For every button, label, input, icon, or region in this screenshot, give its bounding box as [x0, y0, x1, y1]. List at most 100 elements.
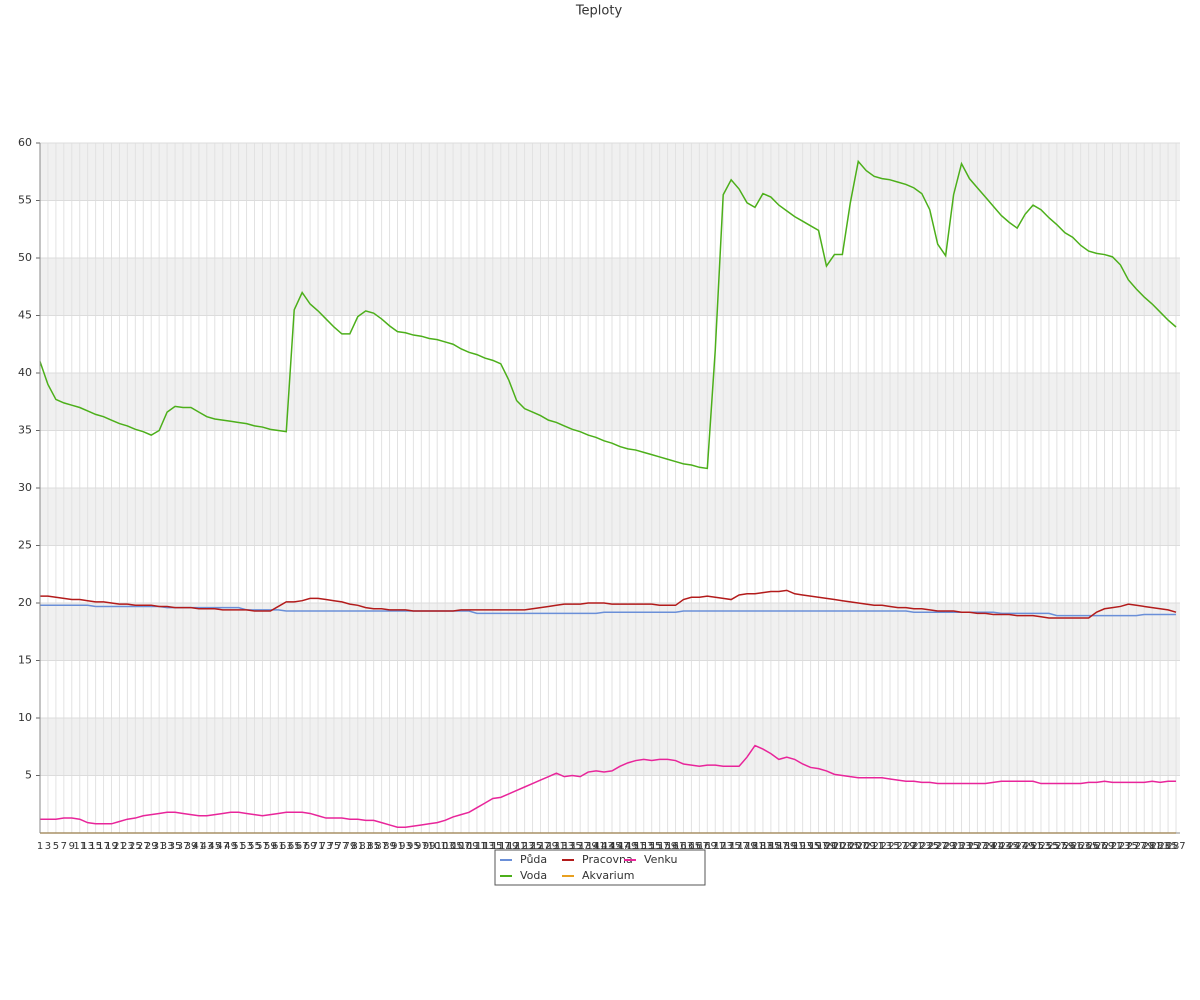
x-tick-label: 77 — [336, 841, 349, 852]
x-tick-label: 155 — [642, 841, 661, 852]
x-tick-label: 199 — [817, 841, 836, 852]
x-tick-label: 241 — [984, 841, 1003, 852]
x-tick-label: 45 — [208, 841, 221, 852]
x-tick-label: 267 — [1087, 841, 1106, 852]
x-tick-label: 183 — [753, 841, 772, 852]
x-tick-label: 97 — [415, 841, 428, 852]
x-tick-label: 237 — [968, 841, 987, 852]
x-tick-label: 171 — [706, 841, 725, 852]
x-tick-label: 251 — [1023, 841, 1042, 852]
y-tick-label: 25 — [18, 539, 32, 552]
x-tick-label: 227 — [928, 841, 947, 852]
x-tick-label: 107 — [451, 841, 470, 852]
x-tick-label: 287 — [1166, 841, 1185, 852]
series-line — [40, 589, 1177, 619]
x-tick-label: 41 — [193, 841, 206, 852]
x-tick-label: 85 — [367, 841, 380, 852]
y-tick-label: 5 — [25, 769, 32, 782]
x-tick-label: 279 — [1135, 841, 1154, 852]
x-tick-label: 93 — [399, 841, 412, 852]
x-tick-label: 127 — [531, 841, 550, 852]
x-tick-label: 123 — [515, 841, 534, 852]
x-tick-label: 129 — [539, 841, 558, 852]
x-tick-label: 17 — [97, 841, 110, 852]
y-tick-label: 10 — [18, 711, 32, 724]
x-tick-label: 7 — [61, 841, 67, 852]
series-line — [40, 604, 1177, 617]
x-tick-label: 39 — [185, 841, 198, 852]
x-tick-label: 163 — [674, 841, 693, 852]
y-tick-label: 15 — [18, 654, 32, 667]
series-line — [39, 159, 1177, 470]
x-tick-label: 61 — [272, 841, 285, 852]
x-tick-label: 35 — [169, 841, 182, 852]
grid-band — [40, 143, 1180, 201]
x-tick-label: 191 — [785, 841, 804, 852]
x-tick-label: 89 — [383, 841, 396, 852]
x-tick-label: 113 — [475, 841, 494, 852]
grid-band — [40, 718, 1180, 776]
x-tick-label: 145 — [602, 841, 621, 852]
grid-band — [40, 258, 1180, 316]
y-tick-label: 20 — [18, 596, 32, 609]
x-tick-label: 67 — [296, 841, 309, 852]
x-tick-label: 243 — [992, 841, 1011, 852]
x-tick-label: 49 — [224, 841, 237, 852]
x-tick-label: 181 — [745, 841, 764, 852]
y-tick-label: 30 — [18, 481, 32, 494]
x-tick-label: 21 — [113, 841, 126, 852]
x-tick-label: 131 — [547, 841, 566, 852]
legend-label: Pracovna — [582, 853, 633, 866]
x-tick-label: 159 — [658, 841, 677, 852]
x-tick-label: 37 — [177, 841, 190, 852]
x-tick-label: 19 — [105, 841, 118, 852]
x-tick-label: 179 — [737, 841, 756, 852]
x-tick-label: 271 — [1103, 841, 1122, 852]
x-tick-label: 285 — [1159, 841, 1178, 852]
x-tick-label: 189 — [777, 841, 796, 852]
legend-label: Venku — [644, 853, 677, 866]
y-tick-label: 55 — [18, 194, 32, 207]
x-tick-label: 25 — [129, 841, 142, 852]
x-tick-label: 87 — [375, 841, 388, 852]
x-tick-label: 75 — [328, 841, 341, 852]
x-tick-label: 249 — [1016, 841, 1035, 852]
x-tick-label: 213 — [873, 841, 892, 852]
x-tick-label: 201 — [825, 841, 844, 852]
x-tick-label: 99 — [423, 841, 436, 852]
x-tick-label: 245 — [1000, 841, 1019, 852]
x-tick-label: 257 — [1047, 841, 1066, 852]
x-tick-label: 219 — [896, 841, 915, 852]
x-tick-label: 263 — [1071, 841, 1090, 852]
x-tick-label: 223 — [912, 841, 931, 852]
chart-title: Teploty — [575, 4, 623, 19]
x-tick-label: 215 — [880, 841, 899, 852]
x-tick-label: 195 — [801, 841, 820, 852]
x-tick-label: 5 — [53, 841, 59, 852]
x-tick-label: 225 — [920, 841, 939, 852]
x-tick-label: 273 — [1111, 841, 1130, 852]
x-tick-label: 217 — [888, 841, 907, 852]
x-tick-label: 15 — [89, 841, 102, 852]
x-tick-label: 125 — [523, 841, 542, 852]
x-tick-label: 169 — [698, 841, 717, 852]
x-tick-label: 81 — [351, 841, 364, 852]
x-tick-label: 265 — [1079, 841, 1098, 852]
grid-band — [40, 488, 1180, 546]
x-tick-label: 119 — [499, 841, 518, 852]
x-tick-label: 11 — [73, 841, 86, 852]
x-tick-label: 239 — [976, 841, 995, 852]
x-tick-label: 233 — [952, 841, 971, 852]
x-tick-label: 259 — [1055, 841, 1074, 852]
x-tick-label: 69 — [304, 841, 317, 852]
x-tick-label: 43 — [200, 841, 213, 852]
x-tick-label: 153 — [634, 841, 653, 852]
x-tick-label: 59 — [264, 841, 277, 852]
x-tick-label: 73 — [320, 841, 333, 852]
x-tick-label: 193 — [793, 841, 812, 852]
x-tick-label: 253 — [1031, 841, 1050, 852]
x-tick-label: 51 — [232, 841, 245, 852]
x-tick-label: 103 — [436, 841, 455, 852]
x-tick-label: 277 — [1127, 841, 1146, 852]
x-tick-label: 133 — [555, 841, 574, 852]
